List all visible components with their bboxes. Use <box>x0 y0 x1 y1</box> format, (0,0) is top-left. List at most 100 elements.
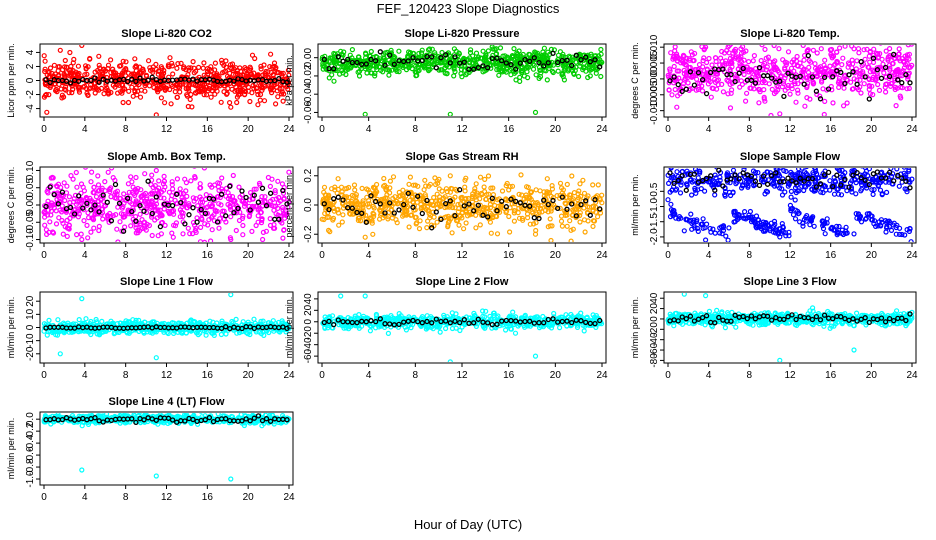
data-point <box>248 190 254 196</box>
data-point <box>396 48 402 54</box>
data-point <box>700 225 706 231</box>
x-tick-label: 8 <box>747 250 753 261</box>
data-point <box>844 100 850 106</box>
data-point <box>364 194 370 200</box>
x-tick-label: 0 <box>41 250 47 261</box>
data-point <box>861 47 867 53</box>
mean-point <box>433 209 439 215</box>
data-point <box>719 231 725 237</box>
data-point <box>516 191 522 197</box>
data-point <box>533 220 539 226</box>
x-tick-label: 20 <box>550 124 562 135</box>
data-point <box>137 211 143 217</box>
data-point <box>557 205 563 211</box>
y-axis-label: ml/min per min. <box>6 297 16 359</box>
data-point <box>690 219 696 225</box>
mean-point <box>817 181 824 187</box>
data-point <box>180 210 186 216</box>
data-point <box>532 49 538 55</box>
data-point <box>281 91 287 97</box>
data-point <box>749 214 756 220</box>
data-point <box>875 81 881 88</box>
y-tick-label: 0.005 <box>649 50 660 75</box>
data-point <box>672 45 678 50</box>
data-point <box>456 222 462 228</box>
data-point <box>340 212 346 218</box>
data-point <box>429 202 436 208</box>
mean-point <box>781 178 787 185</box>
data-point <box>672 187 679 193</box>
data-point <box>509 183 516 189</box>
x-tick-label: 12 <box>161 250 173 261</box>
outlier-point <box>447 173 453 179</box>
data-point <box>396 68 402 75</box>
data-point <box>782 66 788 72</box>
data-point <box>219 57 225 63</box>
data-point <box>364 186 370 192</box>
data-point <box>714 71 721 77</box>
data-point <box>138 87 144 93</box>
data-point <box>151 204 157 210</box>
data-point <box>907 226 913 232</box>
data-point <box>717 62 723 68</box>
mean-point <box>247 207 253 213</box>
data-point <box>709 62 715 68</box>
mean-point <box>133 78 139 85</box>
data-point <box>785 82 791 89</box>
data-point <box>276 194 282 201</box>
data-point <box>221 88 227 95</box>
panel-5: Slope Gas Stream RH0 4 8 12 16 20 24-0.20.00.2… <box>284 151 608 261</box>
data-point <box>339 67 345 74</box>
y-tick-label: -1.0 <box>649 197 660 215</box>
mean-point <box>145 77 151 83</box>
mean-point <box>834 172 840 178</box>
data-point <box>42 81 49 88</box>
mean-point <box>494 208 500 214</box>
mean-point <box>592 57 598 63</box>
data-point <box>568 192 574 198</box>
data-point <box>100 216 106 222</box>
mean-point <box>63 78 70 84</box>
data-point <box>866 64 872 71</box>
data-point <box>147 67 154 74</box>
data-point <box>712 55 719 61</box>
data-point <box>820 190 826 196</box>
data-point <box>778 73 785 79</box>
data-point <box>88 229 94 235</box>
data-point <box>185 72 191 78</box>
data-point <box>255 219 261 225</box>
data-point <box>858 90 864 96</box>
data-point <box>268 198 274 204</box>
data-point <box>137 94 144 100</box>
data-point <box>682 160 686 164</box>
data-point <box>786 229 792 235</box>
data-point <box>907 64 914 70</box>
data-point <box>72 192 79 198</box>
data-point <box>855 46 862 52</box>
data-point <box>195 203 201 209</box>
outlier-point <box>532 109 539 116</box>
data-point <box>91 184 97 190</box>
data-point <box>769 86 775 93</box>
data-point <box>682 61 688 68</box>
data-point <box>840 55 846 61</box>
data-point <box>676 68 682 74</box>
data-point <box>261 62 267 68</box>
data-series <box>665 45 915 116</box>
data-point <box>483 58 489 64</box>
data-point <box>746 69 752 75</box>
data-point <box>853 180 859 186</box>
data-point <box>186 201 192 207</box>
data-point <box>96 53 102 59</box>
mean-point <box>100 192 106 198</box>
data-point <box>598 51 604 57</box>
data-point <box>47 74 53 80</box>
data-point <box>902 232 908 238</box>
mean-point <box>870 171 877 177</box>
data-point <box>480 48 486 54</box>
data-point <box>526 194 532 200</box>
data-point <box>886 45 893 52</box>
data-point <box>472 186 478 192</box>
data-point <box>896 46 902 52</box>
data-point <box>201 168 207 171</box>
